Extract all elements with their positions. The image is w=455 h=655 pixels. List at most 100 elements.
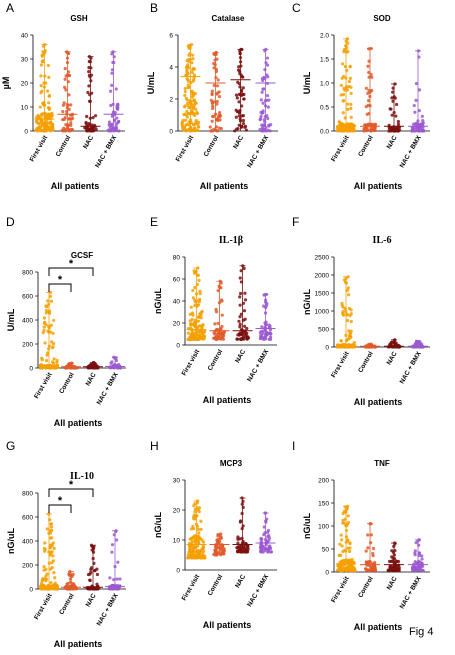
data-point <box>264 303 269 307</box>
data-point <box>243 125 247 129</box>
data-point <box>395 102 399 107</box>
data-point <box>396 119 400 124</box>
data-point <box>349 308 353 312</box>
data-point <box>194 271 198 275</box>
data-point <box>352 560 356 564</box>
panel-letter: G <box>6 439 15 453</box>
data-point <box>37 122 42 126</box>
data-point <box>349 106 353 111</box>
y-tick-label: 20 <box>173 321 181 328</box>
data-point <box>194 292 199 296</box>
data-point <box>240 527 244 531</box>
data-point <box>55 586 59 590</box>
data-point <box>346 286 350 290</box>
y-tick-label: 0 <box>176 343 180 350</box>
data-point <box>49 299 54 303</box>
data-point <box>387 129 391 133</box>
data-point <box>198 336 202 341</box>
data-point <box>67 107 71 111</box>
y-tick-label: 600 <box>22 294 33 301</box>
data-point <box>241 114 245 118</box>
data-point <box>341 309 345 314</box>
x-tick-label: NAC + BMX <box>94 134 118 169</box>
data-point <box>48 294 52 298</box>
x-tick-label: NAC + BMX <box>246 348 270 383</box>
data-point <box>186 78 190 82</box>
x-tick-label: Control <box>203 134 221 158</box>
data-point <box>219 281 223 285</box>
data-point <box>353 569 357 573</box>
y-tick-label: 0.0 <box>320 129 329 136</box>
data-point <box>367 59 371 63</box>
data-point <box>340 544 344 548</box>
data-point <box>212 66 216 70</box>
data-point <box>110 71 114 75</box>
x-tick-label: NAC <box>386 575 399 591</box>
data-point <box>396 128 400 132</box>
data-point <box>367 47 371 51</box>
data-point <box>239 60 243 64</box>
data-point <box>215 99 219 104</box>
data-point <box>214 69 219 74</box>
data-point <box>240 104 244 108</box>
data-point <box>240 337 244 341</box>
series-control <box>61 570 81 591</box>
data-point <box>188 51 192 56</box>
data-point <box>413 342 417 346</box>
chart-title: SOD <box>373 14 391 23</box>
data-point <box>197 541 201 545</box>
data-point <box>264 519 268 523</box>
data-point <box>193 126 197 131</box>
data-point <box>62 101 66 105</box>
series-first-visit <box>186 266 207 342</box>
data-point <box>208 125 212 129</box>
data-point <box>263 76 267 81</box>
series-nac-bmx <box>408 538 428 573</box>
data-point <box>214 337 218 341</box>
data-point <box>220 549 224 553</box>
data-point <box>69 121 73 125</box>
data-point <box>191 296 195 300</box>
data-point <box>70 116 75 120</box>
data-point <box>117 587 121 591</box>
data-point <box>90 91 94 95</box>
data-point <box>345 68 349 72</box>
data-point <box>220 313 224 317</box>
data-point <box>347 79 352 84</box>
data-point <box>219 327 223 331</box>
data-point <box>196 120 201 124</box>
data-point <box>67 128 71 132</box>
x-tick-label: NAC <box>82 134 95 150</box>
data-point <box>343 505 347 509</box>
data-point <box>369 533 373 537</box>
data-point <box>349 91 353 96</box>
data-point <box>115 104 119 108</box>
data-point <box>343 116 347 120</box>
data-point <box>413 110 417 114</box>
data-point <box>239 544 244 548</box>
panel-letter: B <box>150 1 158 15</box>
data-point <box>114 586 118 591</box>
data-point <box>371 546 376 551</box>
data-point <box>343 65 348 69</box>
data-point <box>266 530 270 534</box>
data-point <box>47 587 51 591</box>
x-axis-label: All patients <box>354 622 403 632</box>
data-point <box>344 309 348 314</box>
data-point <box>392 110 396 115</box>
significance-label: * <box>58 274 63 286</box>
data-point <box>349 319 353 324</box>
data-point <box>417 129 421 133</box>
data-point <box>68 572 73 577</box>
data-point <box>339 553 343 557</box>
x-tick-label: First visit <box>33 371 54 400</box>
data-point <box>45 527 49 531</box>
y-tick-label: 40 <box>173 299 181 306</box>
data-point <box>46 324 51 328</box>
data-point <box>241 499 245 503</box>
data-point <box>239 64 243 68</box>
y-tick-label: 500 <box>318 327 329 334</box>
data-point <box>198 312 202 316</box>
data-point <box>48 545 53 550</box>
